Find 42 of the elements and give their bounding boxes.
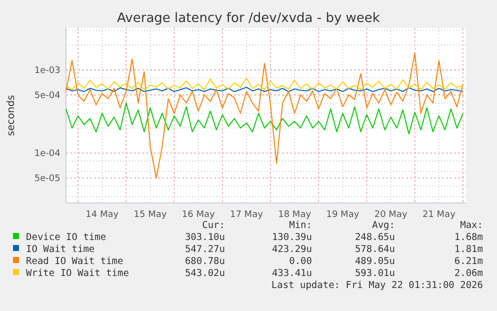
text: 547.27u — [184, 244, 225, 255]
legend-label: Device IO time — [26, 232, 106, 243]
x-tick-label: 14 May — [86, 210, 120, 220]
x-tick-label: 16 May — [182, 210, 216, 220]
y-axis-title: seconds — [6, 95, 17, 136]
text: 6.21m — [454, 256, 484, 267]
y-tick-label: 5e-05 — [34, 174, 60, 184]
text: Last update: Fri May 22 01:31:00 2026 — [271, 280, 484, 291]
text: 1.81m — [454, 244, 484, 255]
line-series — [66, 52, 464, 178]
text: 593.01u — [354, 268, 395, 279]
text: 2.06m — [454, 268, 484, 279]
text: Cur: — [202, 220, 225, 231]
text: 248.65u — [354, 232, 395, 243]
x-tick-label: 20 May — [374, 210, 408, 220]
x-tick-label: 15 May — [134, 210, 168, 220]
x-tick-label: 21 May — [422, 210, 456, 220]
text: 433.41u — [272, 268, 312, 279]
text: 303.10u — [184, 232, 225, 243]
text: 423.29u — [272, 244, 312, 255]
legend-label: Read IO Wait time — [26, 256, 124, 267]
line-series — [66, 102, 464, 134]
text: 0.00 — [289, 256, 312, 267]
text: 130.39u — [272, 232, 312, 243]
text: Min: — [289, 220, 312, 231]
x-tick-label: 18 May — [278, 210, 312, 220]
y-tick-label: 1e-03 — [34, 66, 60, 76]
text: 578.64u — [354, 244, 395, 255]
x-tick-label: 19 May — [326, 210, 360, 220]
text: Avg: — [372, 220, 395, 231]
legend-label: Write IO Wait time — [26, 268, 130, 279]
chart-title: Average latency for /dev/xvda - by week — [117, 11, 380, 26]
text: 543.02u — [184, 268, 225, 279]
text: 680.78u — [184, 256, 225, 267]
text: 489.05u — [354, 256, 395, 267]
legend-label: IO Wait time — [26, 244, 95, 255]
text: 1.68m — [454, 232, 484, 243]
x-tick-label: 17 May — [230, 210, 264, 220]
line-series — [66, 78, 464, 90]
y-tick-label: 5e-04 — [34, 90, 61, 101]
y-tick-label: 1e-04 — [34, 148, 61, 159]
text: Max: — [460, 220, 483, 231]
